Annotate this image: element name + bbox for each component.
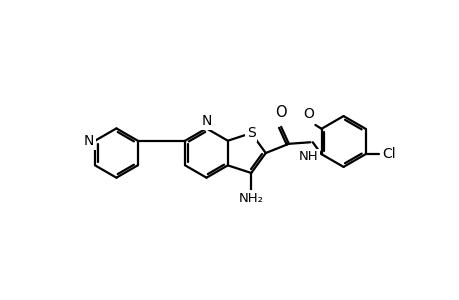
Text: O: O bbox=[275, 105, 286, 120]
Text: N: N bbox=[84, 134, 94, 148]
Text: N: N bbox=[201, 114, 211, 128]
Text: Cl: Cl bbox=[382, 147, 395, 161]
Text: S: S bbox=[246, 126, 255, 140]
Text: NH: NH bbox=[298, 150, 318, 163]
Text: O: O bbox=[302, 107, 313, 121]
Text: NH₂: NH₂ bbox=[238, 192, 263, 205]
